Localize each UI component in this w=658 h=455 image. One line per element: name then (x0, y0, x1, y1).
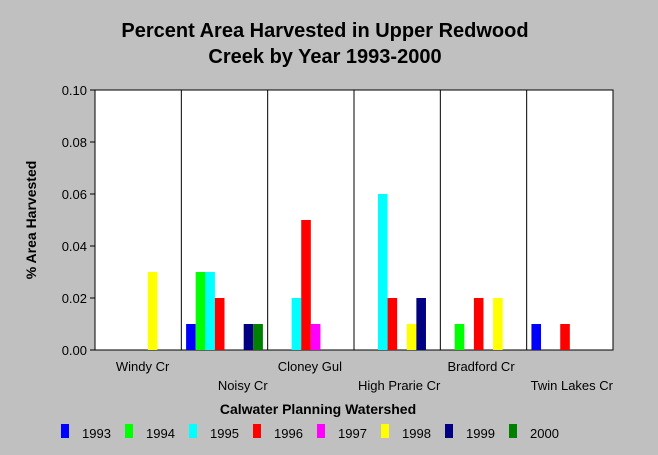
bar (205, 272, 215, 350)
y-tick-label: 0.08 (62, 135, 87, 150)
legend-swatch (253, 424, 261, 438)
legend-label: 1993 (82, 426, 111, 441)
y-tick-label: 0.00 (62, 343, 87, 358)
grid-lines (180, 90, 528, 350)
x-tick-label: Twin Lakes Cr (531, 378, 614, 393)
bar (214, 298, 225, 350)
legend-swatch (189, 424, 197, 438)
bar (243, 324, 254, 350)
y-tick-label: 0.10 (62, 83, 87, 98)
bar (186, 324, 196, 350)
legend-swatch (125, 424, 133, 438)
bar (531, 324, 542, 350)
bar (291, 298, 302, 350)
legend-item: 1998 (381, 424, 431, 441)
x-tick-label: Cloney Gul (278, 359, 342, 374)
legend-label: 1994 (146, 426, 175, 441)
legend-label: 1998 (402, 426, 431, 441)
y-axis-title: % Area Harvested (23, 161, 39, 280)
legend-label: 1999 (466, 426, 495, 441)
legend-swatch (445, 424, 453, 438)
bar (560, 324, 570, 350)
legend-swatch (317, 424, 325, 438)
bar (195, 272, 206, 350)
bar (473, 298, 484, 350)
legend-item: 1993 (61, 424, 111, 441)
bar (147, 272, 158, 350)
legend-label: 1996 (274, 426, 303, 441)
legend-label: 1995 (210, 426, 239, 441)
legend-swatch (381, 424, 389, 438)
legend-item: 2000 (509, 424, 559, 441)
legend-swatch (61, 424, 69, 438)
chart-title-line-1: Percent Area Harvested in Upper Redwood (121, 20, 528, 42)
bars (147, 194, 570, 350)
bar (310, 324, 321, 350)
legend-item: 1994 (125, 424, 175, 441)
x-tick-labels: Windy Cr Noisy Cr Cloney Gul High Prarie Cr… (116, 359, 614, 393)
x-tick-label: Noisy Cr (218, 378, 269, 393)
bar (387, 298, 398, 350)
chart-title-line-2: Creek by Year 1993-2000 (208, 46, 441, 68)
y-tick-label: 0.04 (62, 239, 87, 254)
legend-item: 1999 (445, 424, 495, 441)
bar (416, 298, 426, 350)
legend: 1993 1994 1995 1996 1997 1998 1999 2000 (61, 424, 559, 441)
bar (493, 298, 503, 350)
x-tick-label: High Prarie Cr (358, 378, 441, 393)
bar (377, 194, 388, 350)
y-tick-label: 0.06 (62, 187, 87, 202)
bar (406, 324, 417, 350)
legend-item: 1997 (317, 424, 367, 441)
legend-swatch (509, 424, 517, 438)
legend-label: 2000 (530, 426, 559, 441)
legend-label: 1997 (338, 426, 367, 441)
x-axis-title: Calwater Planning Watershed (220, 401, 416, 417)
legend-item: 1996 (253, 424, 303, 441)
x-tick-label: Windy Cr (116, 359, 170, 374)
bar (454, 324, 465, 350)
legend-item: 1995 (189, 424, 239, 441)
bar (301, 220, 311, 350)
y-tick-label: 0.02 (62, 291, 87, 306)
y-ticks: 0.00 0.02 0.04 0.06 0.08 0.10 (62, 83, 95, 358)
bar (253, 324, 263, 350)
x-tick-label: Bradford Cr (447, 359, 515, 374)
